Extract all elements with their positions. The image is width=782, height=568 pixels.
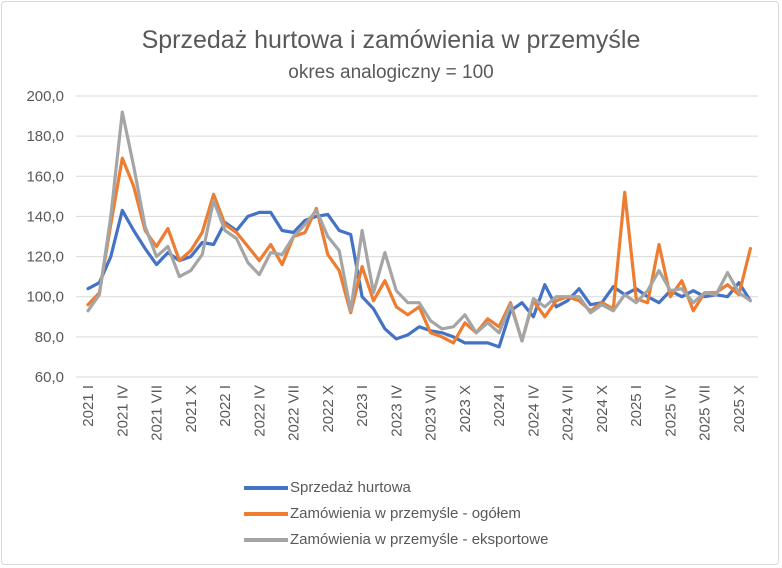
x-tick-label: 2023 I <box>354 385 371 427</box>
x-tick-label: 2025 X <box>731 385 748 433</box>
x-tick-label: 2021 X <box>183 385 200 433</box>
x-tick-label: 2025 I <box>628 385 645 427</box>
legend-item-eksportowe: Zamówienia w przemyśle - eksportowe <box>244 531 548 548</box>
legend-swatch <box>244 537 288 542</box>
y-tick-label: 80,0 <box>35 329 64 346</box>
x-tick-label: 2022 IV <box>251 385 268 437</box>
legend-swatch <box>244 511 288 516</box>
x-tick-label: 2021 VII <box>149 385 166 441</box>
y-tick-label: 180,0 <box>26 128 64 145</box>
series-line-1 <box>86 156 753 345</box>
legend-label: Sprzedaż hurtowa <box>290 479 411 496</box>
x-tick-label: 2023 IV <box>388 385 405 437</box>
x-tick-label: 2023 X <box>457 385 474 433</box>
legend-item-sprzedaz: Sprzedaż hurtowa <box>244 479 411 496</box>
x-tick-label: 2024 X <box>594 385 611 433</box>
chart-subtitle: okres analogiczny = 100 <box>288 62 494 83</box>
legend-label: Zamówienia w przemyśle - eksportowe <box>290 531 549 548</box>
y-tick-label: 200,0 <box>26 88 64 105</box>
x-tick-label: 2021 IV <box>114 385 131 437</box>
x-tick-label: 2024 IV <box>525 385 542 437</box>
y-tick-label: 140,0 <box>26 208 64 225</box>
y-tick-label: 160,0 <box>26 168 64 185</box>
x-tick-label: 2025 VII <box>697 385 714 441</box>
x-tick-label: 2024 I <box>491 385 508 427</box>
y-tick-label: 100,0 <box>26 289 64 306</box>
x-tick-label: 2022 VII <box>286 385 303 441</box>
chart-title: Sprzedaż hurtowa i zamówienia w przemyśl… <box>141 26 641 54</box>
x-tick-label: 2021 I <box>80 385 97 427</box>
series-line-2 <box>86 110 753 343</box>
series-line-0 <box>86 208 753 349</box>
x-tick-label: 2024 VII <box>560 385 577 441</box>
y-tick-label: 120,0 <box>26 249 64 266</box>
x-tick-label: 2022 I <box>217 385 234 427</box>
y-tick-label: 60,0 <box>35 369 64 386</box>
legend-item-ogolem: Zamówienia w przemyśle - ogółem <box>244 505 521 522</box>
legend-swatch <box>244 485 288 490</box>
x-tick-label: 2023 VII <box>423 385 440 441</box>
legend-label: Zamówienia w przemyśle - ogółem <box>290 505 521 522</box>
x-tick-label: 2022 X <box>320 385 337 433</box>
x-tick-label: 2025 IV <box>662 385 679 437</box>
